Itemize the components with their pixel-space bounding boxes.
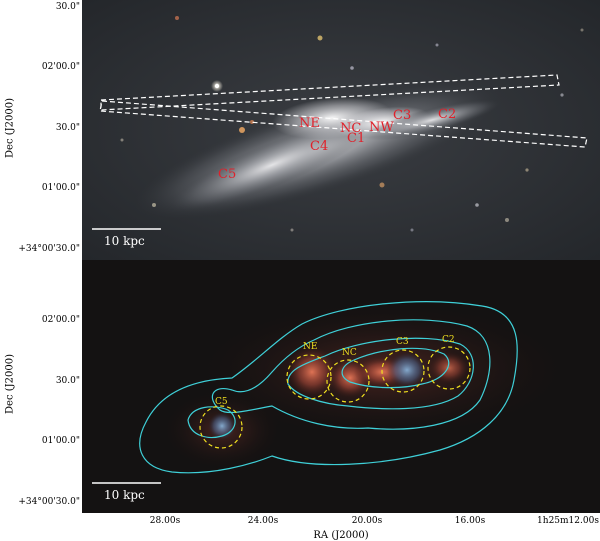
top-ytick-4: 01'00.0" bbox=[41, 183, 80, 193]
xtick-2: 24.00s bbox=[247, 516, 279, 526]
label-NC: NC bbox=[340, 121, 361, 136]
circle-label-NE: NE bbox=[303, 342, 317, 352]
composite-image: NE NC C3 C2 C5 10 kpc bbox=[82, 260, 600, 513]
label-NW: NW bbox=[369, 120, 394, 135]
region-circle-C5 bbox=[199, 405, 243, 449]
circle-label-NC: NC bbox=[342, 348, 357, 358]
region-circle-NC bbox=[326, 359, 370, 403]
region-circle-C2 bbox=[427, 346, 471, 390]
x-axis-label: RA (J2000) bbox=[313, 530, 369, 541]
label-NE: NE bbox=[299, 116, 320, 131]
label-C4: C4 bbox=[310, 139, 328, 154]
composite-image-panel: NE NC C3 C2 C5 10 kpc bbox=[82, 260, 600, 513]
bottom-ytick-3: 01'00.0" bbox=[41, 436, 80, 446]
circle-label-C3: C3 bbox=[396, 337, 409, 347]
label-C5: C5 bbox=[218, 167, 236, 182]
optical-image-panel: 10 kpc NE NC NW C3 C2 C4 C1 C5 bbox=[82, 0, 600, 260]
xtick-4: 16.00s bbox=[454, 516, 486, 526]
xtick-1: 28.00s bbox=[149, 516, 181, 526]
label-C1: C1 bbox=[347, 131, 365, 146]
contour-2 bbox=[211, 319, 491, 430]
top-ytick-3: 30.0" bbox=[55, 123, 80, 133]
xtick-3: 20.00s bbox=[351, 516, 383, 526]
optical-image: 10 kpc NE NC NW C3 C2 C4 C1 C5 bbox=[82, 0, 600, 260]
label-C3: C3 bbox=[393, 108, 411, 123]
bottom-ytick-4: +34°00'30.0" bbox=[18, 497, 80, 507]
scale-bar-label: 10 kpc bbox=[104, 488, 145, 502]
contour-4 bbox=[341, 347, 450, 389]
contour-3 bbox=[287, 337, 474, 410]
circle-label-C2: C2 bbox=[442, 335, 455, 345]
top-ytick-1: 30.0" bbox=[55, 2, 80, 12]
bottom-ytick-2: 30.0" bbox=[55, 376, 80, 386]
top-ytick-2: 02'00.0" bbox=[41, 62, 80, 72]
bottom-ytick-1: 02'00.0" bbox=[41, 315, 80, 325]
slit-box-2 bbox=[99, 100, 588, 148]
contour-c5 bbox=[187, 406, 236, 439]
region-circle-NE bbox=[286, 354, 332, 400]
top-ytick-5: +34°00'30.0" bbox=[18, 244, 80, 254]
bottom-y-axis-label: Dec (J2000) bbox=[4, 354, 16, 414]
scale-bar-label: 10 kpc bbox=[104, 234, 145, 248]
label-C2: C2 bbox=[438, 107, 456, 122]
contour-outer bbox=[139, 301, 518, 474]
region-circle-C3 bbox=[381, 349, 425, 393]
xtick-5: 1h25m12.00s bbox=[537, 516, 599, 526]
top-y-axis-label: Dec (J2000) bbox=[4, 98, 16, 158]
circle-label-C5: C5 bbox=[215, 397, 228, 407]
